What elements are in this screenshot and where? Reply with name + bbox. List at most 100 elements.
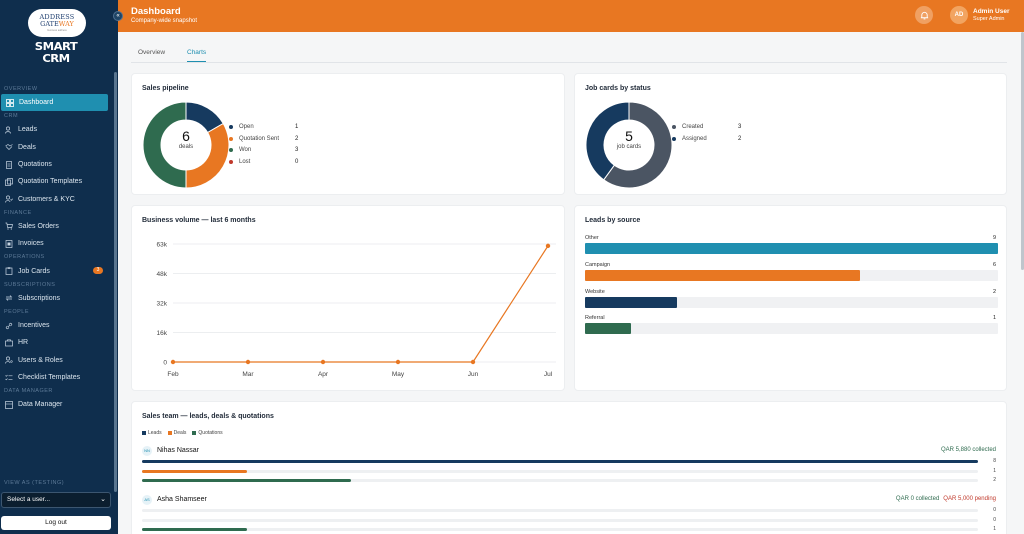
sidebar-nav: OVERVIEW Dashboard CRM Leads Deals Quota…	[0, 84, 112, 413]
view-as-user-select[interactable]: Select a user... ⌄	[1, 492, 111, 508]
sidebar-item-label: Quotations	[18, 161, 52, 169]
sidebar-item-quotations[interactable]: Quotations	[0, 156, 112, 173]
member-collection: QAR 5,880 collected	[941, 447, 996, 453]
sidebar-item-label: Quotation Templates	[18, 178, 83, 186]
job-cards-count-badge: 3	[93, 267, 103, 275]
sales-pipeline-card: Sales pipeline 6 deals Open 1 Quotation Se…	[131, 73, 565, 195]
sidebar: ADDRESS GATEWAY business address SMART C…	[0, 0, 118, 534]
section-operations: OPERATIONS	[4, 254, 45, 261]
source-label: Other	[585, 235, 599, 241]
sales-team-legend: Leads Deals Quotations	[142, 430, 229, 436]
users-icon	[5, 126, 13, 134]
pending-amount: QAR 5,000 pending	[943, 496, 996, 502]
bell-icon	[920, 11, 928, 19]
legend-label: Quotations	[198, 430, 223, 436]
member-bar-track	[142, 479, 978, 482]
member-quotations-bar	[142, 528, 247, 531]
logo-tagline: business address	[47, 29, 67, 32]
member-bar-track	[142, 528, 978, 531]
legend-label: Quotation Sent	[239, 135, 280, 142]
sidebar-item-label: Customers & KYC	[18, 195, 75, 203]
sidebar-item-checklist-templates[interactable]: Checklist Templates	[0, 369, 112, 386]
source-bar	[585, 296, 677, 308]
x-tick-label: Jul	[544, 371, 553, 378]
legend-label: Deals	[173, 430, 187, 436]
source-value: 2	[992, 288, 996, 295]
card-title: Job cards by status	[585, 85, 651, 92]
x-tick-label: Jun	[468, 371, 479, 378]
sidebar-item-hr[interactable]: HR	[0, 334, 112, 351]
member-deals-value: 0	[993, 516, 996, 523]
repeat-icon	[5, 294, 13, 302]
member-deals-value: 1	[993, 467, 996, 474]
legend-label: Won	[239, 147, 252, 154]
legend-value: 2	[295, 135, 299, 142]
sidebar-item-leads[interactable]: Leads	[0, 121, 112, 138]
sidebar-item-dashboard[interactable]: Dashboard	[1, 94, 108, 112]
source-bar	[585, 269, 861, 281]
sidebar-item-sales-orders[interactable]: Sales Orders	[0, 218, 112, 235]
legend-label: Open	[239, 124, 254, 130]
sidebar-item-data-manager[interactable]: Data Manager	[0, 396, 112, 413]
source-value: 6	[992, 261, 996, 268]
logo-line-1: ADDRESS	[39, 13, 75, 21]
card-title: Sales pipeline	[142, 85, 189, 92]
sidebar-item-quotation-templates[interactable]: Quotation Templates	[0, 173, 112, 190]
collected-amount: QAR 5,880 collected	[940, 447, 996, 453]
invoice-icon	[5, 239, 13, 248]
sidebar-item-label: Incentives	[18, 322, 50, 330]
donut-slice-created[interactable]	[603, 101, 673, 189]
legend-item: Lost	[229, 159, 250, 165]
sidebar-scrollbar[interactable]	[114, 72, 117, 492]
sidebar-item-users-roles[interactable]: Users & Roles	[0, 352, 112, 369]
section-subscriptions: SUBSCRIPTIONS	[4, 281, 56, 288]
data-point[interactable]	[470, 359, 476, 365]
page-scrollbar[interactable]	[1021, 32, 1024, 270]
card-title: Sales team — leads, deals & quotations	[142, 413, 274, 420]
sidebar-item-incentives[interactable]: Incentives	[0, 317, 112, 334]
legend-value: 3	[295, 147, 299, 154]
tab-charts[interactable]: Charts	[187, 49, 207, 62]
donut-center: 6 deals	[161, 128, 211, 150]
avatar[interactable]: AD	[950, 6, 968, 24]
donut-slice-won[interactable]	[142, 101, 187, 189]
sidebar-item-job-cards[interactable]: Job Cards 3	[0, 262, 112, 279]
legend-label: Assigned	[682, 135, 707, 142]
legend-dot	[229, 125, 233, 129]
notifications-button[interactable]	[915, 6, 933, 24]
data-point[interactable]	[320, 359, 326, 365]
data-point[interactable]	[170, 359, 176, 365]
donut-total-label: job cards	[616, 144, 642, 150]
tab-bar: Overview Charts	[131, 45, 1007, 63]
sidebar-item-customers[interactable]: Customers & KYC	[0, 190, 112, 207]
data-point[interactable]	[245, 359, 251, 365]
section-crm: CRM	[4, 113, 19, 120]
legend-dot	[229, 136, 233, 141]
legend-dot	[229, 148, 233, 153]
collapse-sidebar-button[interactable]: «	[113, 11, 123, 21]
legend-dot	[672, 136, 676, 141]
collected-amount: QAR 0 collected	[895, 496, 940, 502]
tab-overview[interactable]: Overview	[138, 49, 166, 56]
sidebar-item-subscriptions[interactable]: Subscriptions	[0, 290, 112, 307]
x-tick-label: Apr	[318, 371, 329, 378]
company-logo: ADDRESS GATEWAY business address	[28, 9, 86, 37]
job-cards-card: Job cards by status 5 job cards Created 3…	[574, 73, 1007, 195]
building-icon	[5, 339, 13, 347]
database-icon	[5, 400, 13, 409]
sidebar-item-label: Leads	[18, 126, 38, 134]
data-point[interactable]	[545, 243, 551, 249]
sidebar-item-invoices[interactable]: Invoices	[0, 235, 112, 252]
member-name: Nihas Nassar	[157, 447, 200, 454]
member-name: Asha Shamseer	[157, 496, 207, 503]
data-point[interactable]	[395, 359, 401, 365]
member-quotations-value: 1	[993, 526, 996, 532]
page-title: Dashboard	[131, 6, 181, 17]
y-tick-label: 48k	[157, 271, 168, 278]
app-logo: SMART CRM	[34, 40, 78, 65]
sidebar-item-deals[interactable]: Deals	[0, 139, 112, 156]
grid-icon	[6, 98, 14, 107]
donut-slice-assigned[interactable]	[585, 101, 630, 181]
y-tick-label: 63k	[157, 242, 168, 249]
logout-button[interactable]: Log out	[1, 516, 111, 530]
